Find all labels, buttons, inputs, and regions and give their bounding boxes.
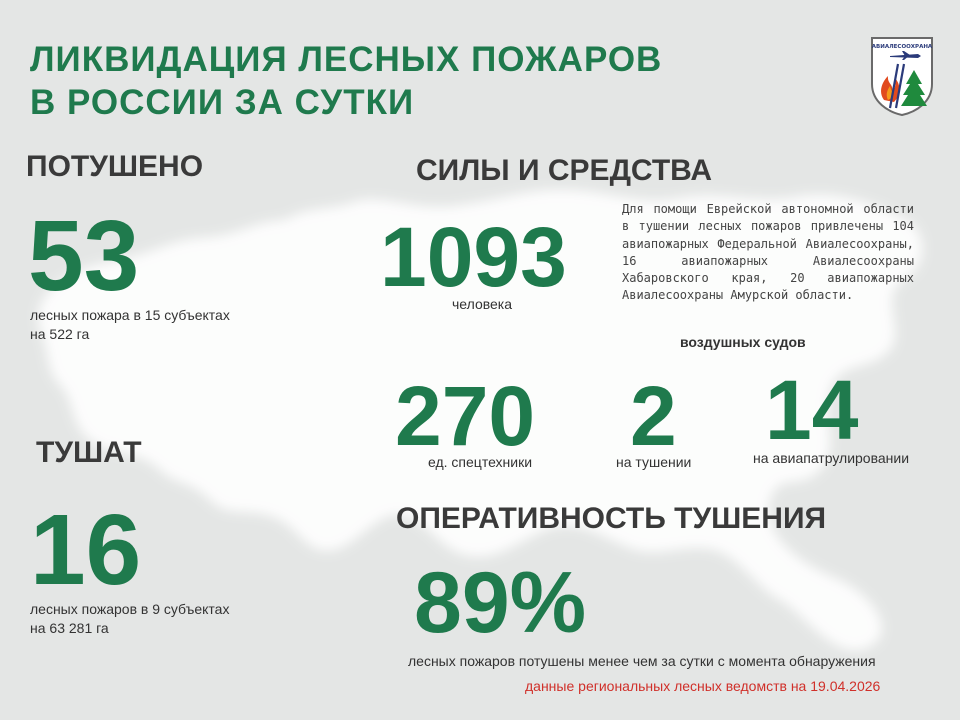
aircraft-firefighting-number: 2 xyxy=(630,369,677,463)
active-fires-number: 16 xyxy=(30,494,142,606)
extinguished-number: 53 xyxy=(28,200,140,312)
forces-description: Для помощи Еврейской автономной области … xyxy=(622,202,914,303)
forces-heading: СИЛЫ И СРЕДСТВА xyxy=(416,154,713,187)
personnel-number: 1093 xyxy=(380,210,567,304)
aircraft-patrol-label: на авиапатрулировании xyxy=(753,450,910,466)
page-title-line-1: ЛИКВИДАЦИЯ ЛЕСНЫХ ПОЖАРОВ xyxy=(30,40,663,79)
equipment-label: ед. спецтехники xyxy=(428,454,533,470)
personnel-label: человека xyxy=(452,296,513,312)
aircraft-patrol-number: 14 xyxy=(765,363,859,457)
active-fires-caption: лесных пожаров в 9 субъектах на 63 281 г… xyxy=(30,600,229,638)
active-fires-heading: ТУШАТ xyxy=(36,436,142,469)
aircraft-firefighting-label: на тушении xyxy=(616,454,692,470)
page-title-line-2: В РОССИИ ЗА СУТКИ xyxy=(30,83,415,122)
efficiency-heading: ОПЕРАТИВНОСТЬ ТУШЕНИЯ xyxy=(396,502,827,535)
aircraft-header: воздушных судов xyxy=(680,334,806,350)
fir-tree-icon xyxy=(901,70,927,106)
extinguished-heading: ПОТУШЕНО xyxy=(26,150,204,183)
airplane-icon xyxy=(890,51,921,60)
logo-text: АВИАЛЕСООХРАНА xyxy=(872,44,933,50)
efficiency-percent: 89% xyxy=(414,555,587,651)
efficiency-label: лесных пожаров потушены менее чем за сут… xyxy=(408,653,876,669)
extinguished-caption-line-1: лесных пожара в 15 субъектах xyxy=(30,307,230,323)
active-fires-caption-line-1: лесных пожаров в 9 субъектах xyxy=(30,601,230,617)
source-note: данные региональных лесных ведомств на 1… xyxy=(525,678,881,694)
extinguished-caption: лесных пожара в 15 субъектах на 522 га xyxy=(30,306,230,344)
equipment-number: 270 xyxy=(395,369,536,463)
extinguished-caption-line-2: на 522 га xyxy=(30,326,90,342)
avialesookhrana-logo: АВИАЛЕСООХРАНА xyxy=(868,34,936,117)
active-fires-caption-line-2: на 63 281 га xyxy=(30,620,109,636)
page-title: ЛИКВИДАЦИЯ ЛЕСНЫХ ПОЖАРОВ В РОССИИ ЗА СУ… xyxy=(30,38,662,124)
